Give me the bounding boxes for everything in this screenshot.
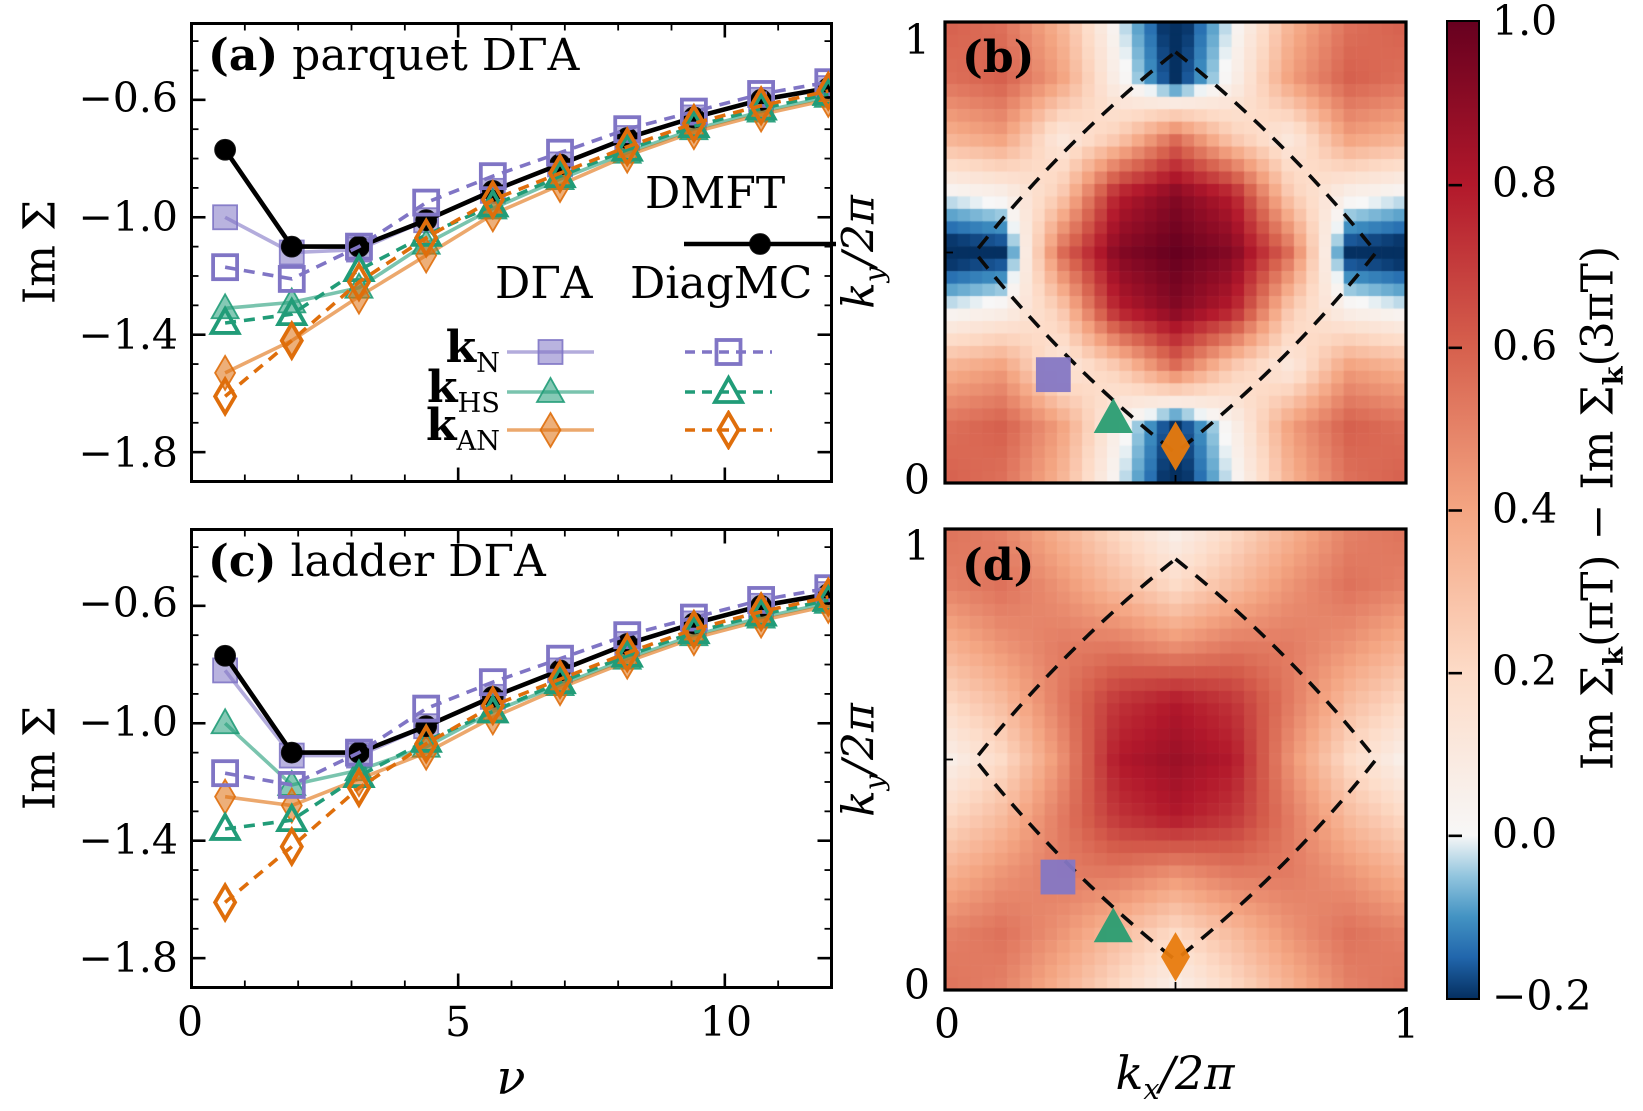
- c-ytick-3: −1.8: [78, 934, 178, 982]
- kAN-sub: AN: [456, 425, 500, 457]
- d-ytick-1: 1: [903, 522, 930, 570]
- b-ylabel-sub: y: [859, 266, 891, 283]
- c-ylabel: Im Σ: [14, 705, 66, 811]
- cbar-tick-5: 0.0: [1492, 810, 1558, 858]
- colorbar-ticks: [1448, 183, 1462, 838]
- panel-b-tag: (b): [962, 32, 1035, 83]
- panel-a-chart: [190, 22, 833, 483]
- d-ytick-0: 0: [903, 961, 930, 1009]
- cbar-tick-1: 0.8: [1492, 159, 1558, 207]
- panel-b-tag-wrap: (b): [962, 32, 1034, 83]
- legend-dmft-sample: [680, 224, 840, 264]
- a-ylabel: Im Σ: [14, 199, 66, 305]
- a-ytick-0: −0.6: [78, 74, 178, 122]
- d-xlabel: kx/2π: [1095, 1046, 1255, 1106]
- a-ytick-2: −1.4: [78, 311, 178, 359]
- c-xtick-1: 5: [444, 998, 472, 1046]
- legend-diagmc-header: DiagMC: [630, 258, 813, 309]
- c-xlabel-nu: ν: [496, 1050, 526, 1106]
- cbar-label-2: (πT) − Im Σ: [1572, 385, 1624, 648]
- cbar-tick-2: 0.6: [1492, 322, 1558, 370]
- kHS-base: k: [427, 362, 458, 413]
- cbar-label-sub2: k: [1597, 366, 1630, 386]
- panel-c-chart: [190, 528, 833, 989]
- kN-base: k: [445, 322, 477, 373]
- d-xlabel-denom: /2π: [1159, 1046, 1235, 1100]
- d-ylabel-denom: /2π: [833, 703, 885, 775]
- panel-a-title: (a) parquet DΓA: [208, 30, 579, 81]
- panel-b-overlay: [943, 20, 1408, 485]
- d-xlabel-sub: x: [1143, 1073, 1160, 1107]
- legend-kHS-dga-sample: [503, 372, 598, 412]
- legend-dga-header: DΓA: [495, 258, 593, 309]
- panel-a-title-text: parquet DΓA: [292, 30, 580, 81]
- cbar-tick-0: 1.0: [1492, 0, 1558, 45]
- kN-sub: N: [476, 347, 500, 379]
- legend-dmft-label: DMFT: [645, 168, 786, 219]
- panel-a-tag: (a): [208, 30, 279, 81]
- legend-kN-dga-sample: [503, 332, 598, 372]
- panel-d-heatmap: [945, 529, 1406, 990]
- b-ytick-1: 1: [903, 16, 930, 64]
- b-ylabel-k: k: [833, 282, 885, 309]
- legend-kAN-dga-sample: [503, 410, 598, 450]
- cbar-tick-3: 0.4: [1492, 485, 1558, 533]
- panel-c-tag: (c): [208, 536, 277, 587]
- kAN-base: k: [425, 400, 457, 451]
- panel-c-title: (c) ladder DΓA: [208, 536, 546, 587]
- d-ylabel-sub: y: [859, 774, 891, 791]
- legend-kAN-diagmc-sample: [681, 410, 776, 450]
- legend-row-kN-label: kN: [380, 322, 500, 379]
- c-xtick-2: 10: [699, 998, 753, 1046]
- d-ylabel-k: k: [833, 790, 885, 817]
- kHS-sub: HS: [457, 387, 500, 419]
- d-xtick-1: 1: [1392, 1000, 1420, 1048]
- legend-kHS-diagmc-sample: [681, 372, 776, 412]
- a-ytick-1: −1.0: [78, 193, 178, 241]
- panel-d-tag: (d): [962, 540, 1035, 591]
- d-ylabel: ky/2π: [834, 703, 891, 817]
- c-ytick-2: −1.4: [78, 816, 178, 864]
- panel-d-tag-wrap: (d): [962, 540, 1034, 591]
- c-ytick-0: −0.6: [78, 579, 178, 627]
- panel-b-heatmap: [945, 22, 1406, 483]
- d-xlabel-k: k: [1115, 1046, 1144, 1100]
- b-ylabel-denom: /2π: [833, 195, 885, 267]
- legend-row-kHS-label: kHS: [380, 362, 500, 419]
- d-xtick-0: 0: [933, 1000, 961, 1048]
- panel-c-title-text: ladder DΓA: [290, 536, 546, 587]
- c-ytick-1: −1.0: [78, 698, 178, 746]
- panel-d-overlay: [943, 527, 1408, 992]
- cbar-label: Im Σk(πT) − Im Σk(3πT): [1573, 246, 1630, 770]
- cbar-label-1: Im Σ: [1572, 665, 1624, 771]
- legend-kN-diagmc-sample: [681, 332, 776, 372]
- cbar-tick-4: 0.2: [1492, 647, 1558, 695]
- a-ytick-3: −1.8: [78, 429, 178, 477]
- b-ylabel: ky/2π: [834, 195, 891, 309]
- cbar-label-sub1: k: [1597, 647, 1630, 666]
- cbar-label-3: (3πT): [1572, 245, 1624, 367]
- c-xtick-0: 0: [176, 998, 204, 1046]
- legend-row-kAN-label: kAN: [380, 400, 500, 457]
- cbar-tick-6: −0.2: [1492, 972, 1592, 1020]
- b-ytick-0: 0: [903, 456, 930, 504]
